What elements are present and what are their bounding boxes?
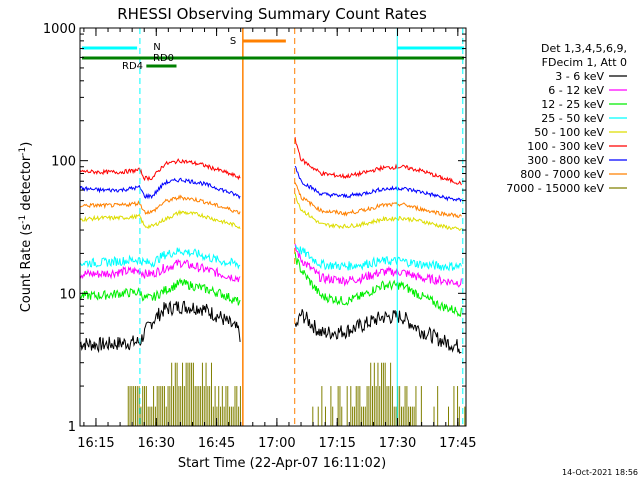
legend-entry-label: 6 - 12 keV <box>548 84 604 97</box>
legend-entry-label: 100 - 300 keV <box>527 140 604 153</box>
annotation-n: N <box>153 42 160 53</box>
legend-entry-label: 25 - 50 keV <box>541 112 604 125</box>
series-line-1-1 <box>294 243 462 288</box>
series-line-1-0 <box>79 258 241 283</box>
series-4 <box>79 193 462 231</box>
chart-title: RHESSI Observing Summary Count Rates <box>117 5 427 23</box>
series-line-0-0 <box>79 300 241 354</box>
series-7 <box>79 182 462 219</box>
annotation-s: S <box>230 36 236 47</box>
x-axis-label: Start Time (22-Apr-07 16:11:02) <box>178 456 386 471</box>
x-axis: 16:15 16:30 16:45 17:00 17:15 17:30 17:45 <box>77 28 477 451</box>
series-line-4-0 <box>79 209 241 230</box>
x-tick-label: 16:15 <box>77 436 114 451</box>
y-tick-label: 100 <box>51 155 76 170</box>
legend-entry-label: 300 - 800 keV <box>527 154 604 167</box>
series-line-5-0 <box>79 158 241 182</box>
series-line-5-1 <box>294 137 462 186</box>
timestamp: 14-Oct-2021 18:56 <box>562 468 638 477</box>
legend-header-line: Det 1,3,4,5,6,9, <box>541 42 627 55</box>
y-axis-label: Count Rate (s-1 detector-1) <box>18 142 34 313</box>
series-line-2-0 <box>79 277 241 306</box>
x-tick-label: 17:45 <box>439 436 476 451</box>
y-tick-label: 1000 <box>43 22 76 37</box>
series-line-6-0 <box>79 177 241 200</box>
legend-header-line: FDecim 1, Att 0 <box>542 56 627 69</box>
x-tick-label: 17:30 <box>379 436 416 451</box>
annotation-rd0: RD0 <box>153 53 174 64</box>
y-tick-label: 1 <box>68 420 76 435</box>
series-line-2-1 <box>294 251 462 317</box>
y-tick-label: 10 <box>59 287 76 302</box>
plot-frame <box>79 27 467 427</box>
annotation-rd4: RD4 <box>122 61 143 72</box>
legend: Det 1,3,4,5,6,9,FDecim 1, Att 03 - 6 keV… <box>506 42 627 195</box>
legend-entry-label: 3 - 6 keV <box>555 70 604 83</box>
y-axis: 1 10 100 1000 <box>43 22 466 435</box>
x-tick-label: 17:15 <box>318 436 355 451</box>
legend-entry-label: 12 - 25 keV <box>541 98 604 111</box>
x-tick-label: 17:00 <box>258 436 295 451</box>
series-line-7-1 <box>294 182 462 219</box>
x-tick-label: 16:30 <box>138 436 175 451</box>
series-olive <box>127 362 466 426</box>
series-line-3-0 <box>79 247 241 270</box>
series-1 <box>79 243 462 288</box>
series-5 <box>79 137 462 186</box>
series-line-4-1 <box>294 193 462 231</box>
series-2 <box>79 251 462 317</box>
x-tick-label: 16:45 <box>198 436 235 451</box>
series-3 <box>79 244 462 272</box>
series-line-0-1 <box>294 309 462 354</box>
series-line-7-0 <box>79 194 241 215</box>
legend-entry-label: 800 - 7000 keV <box>520 168 604 181</box>
series-6 <box>79 165 462 203</box>
series-line-3-1 <box>294 244 462 272</box>
series-line-6-1 <box>294 165 462 203</box>
legend-entry-label: 7000 - 15000 keV <box>506 182 604 195</box>
series-0 <box>79 300 462 354</box>
legend-entry-label: 50 - 100 keV <box>534 126 604 139</box>
